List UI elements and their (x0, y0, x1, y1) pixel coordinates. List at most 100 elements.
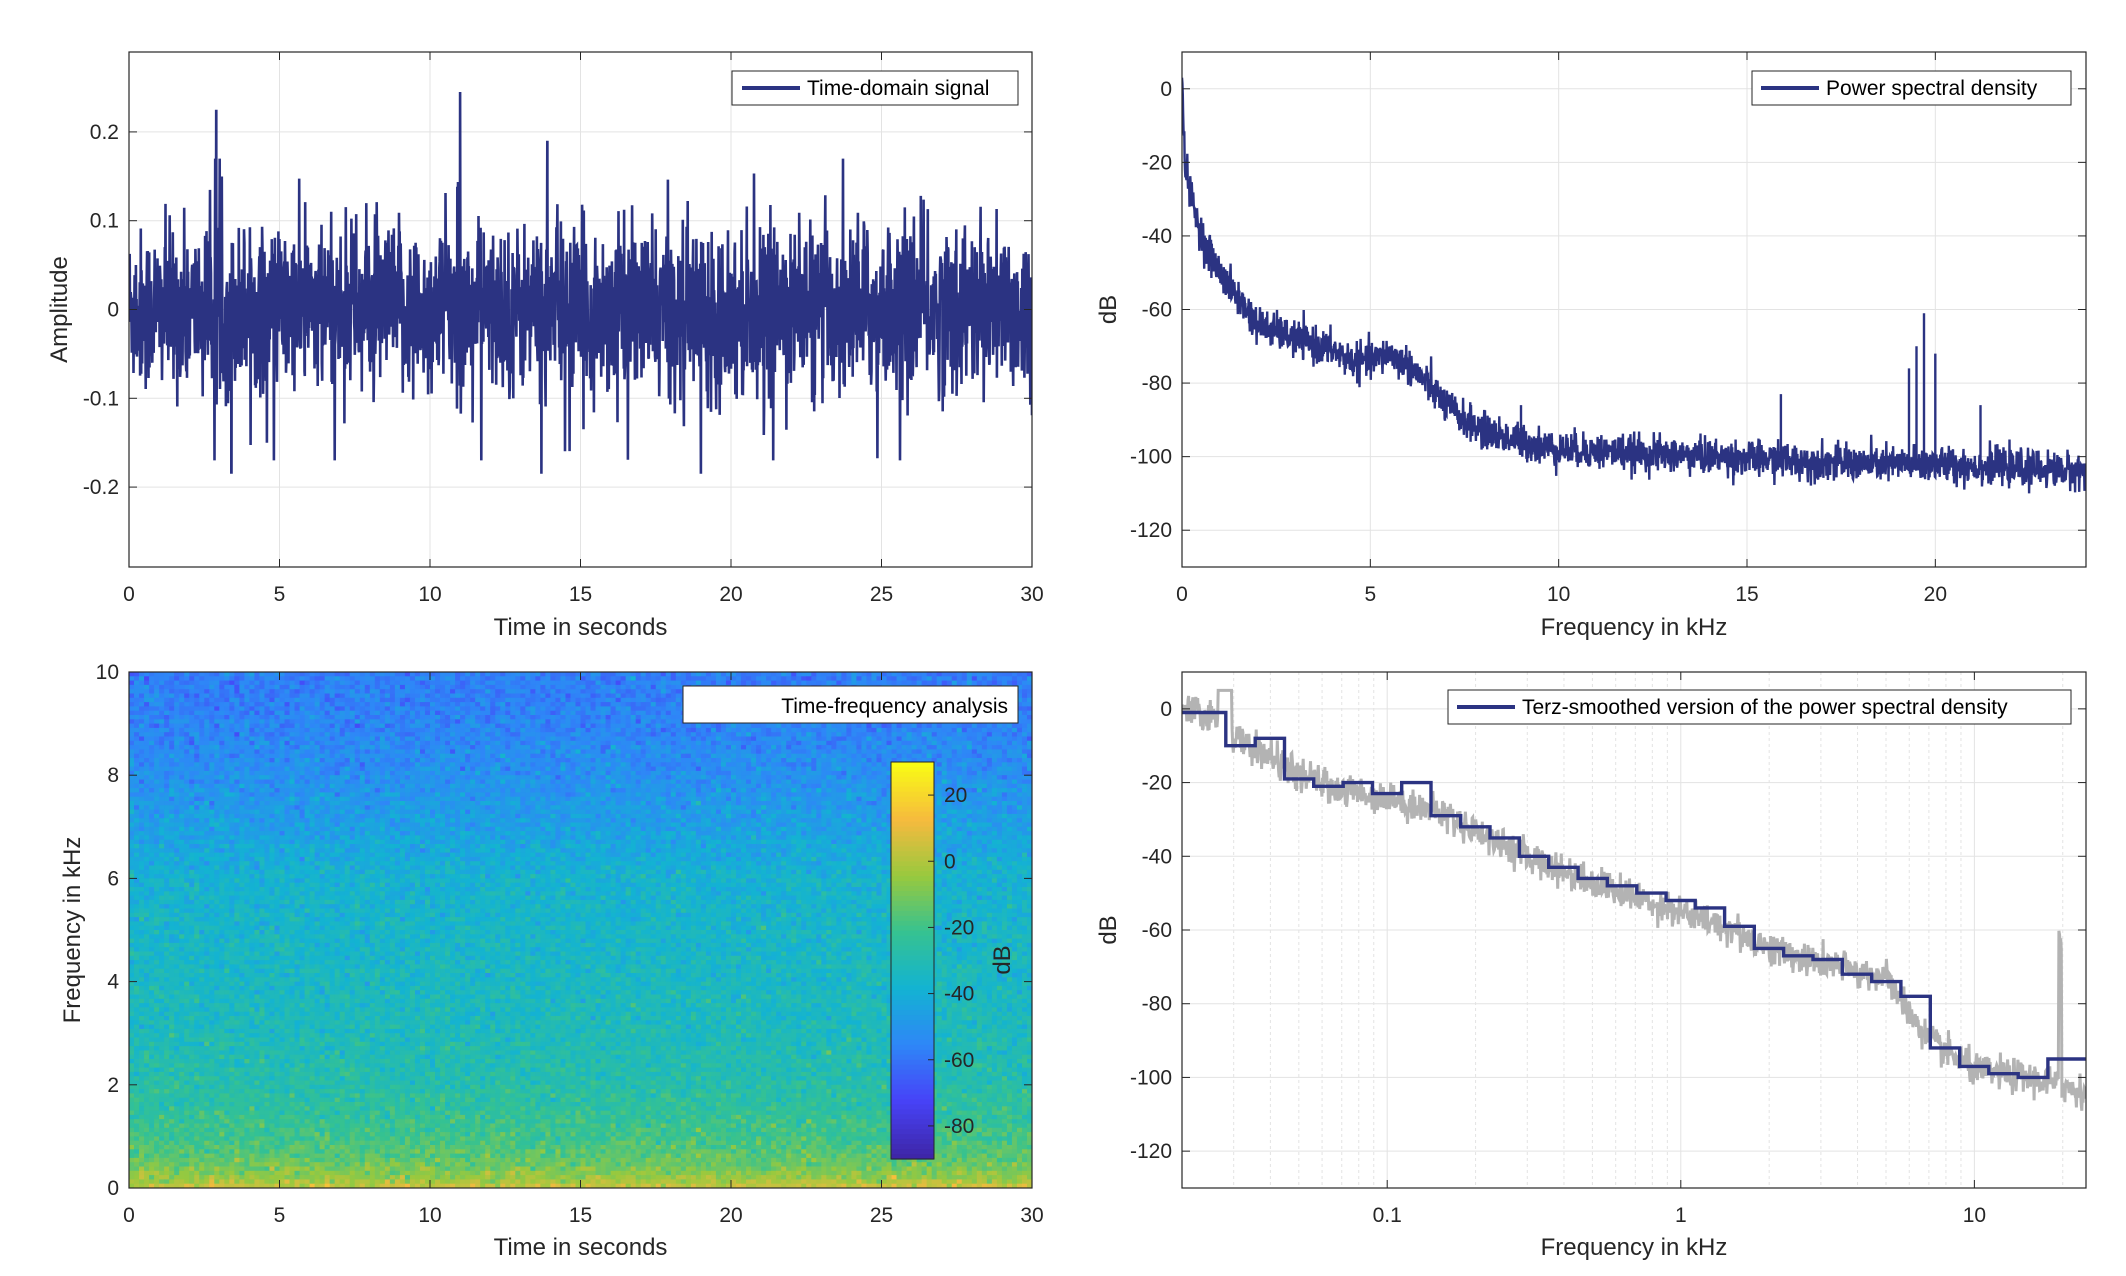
spectrogram-cell (595, 723, 602, 729)
spectrogram-cell (1021, 723, 1028, 729)
spectrogram-cell (470, 766, 476, 772)
spectrogram-cell (470, 676, 476, 682)
spectrogram-cell (460, 684, 466, 690)
spectrogram-cell (505, 783, 511, 789)
spectrogram-cell (189, 693, 195, 699)
spectrogram-cell (545, 766, 551, 772)
spectrogram-cell (460, 680, 466, 686)
spectrogram-cell (460, 762, 466, 768)
spectrogram-cell (414, 779, 421, 785)
spectrogram-cell (274, 676, 281, 682)
spectrogram-cell (595, 775, 602, 781)
spectrogram-cell (821, 770, 827, 776)
spectrogram-cell (520, 762, 526, 768)
spectrogram-cell (515, 672, 521, 677)
spectrogram-cell (595, 697, 602, 703)
spectrogram-cell (630, 775, 637, 781)
spectrogram-cell (630, 783, 637, 789)
spectrogram-cell (435, 745, 441, 750)
spectrogram-cell (169, 702, 175, 707)
spectrogram-cell (550, 766, 557, 772)
spectrogram-cell (891, 740, 898, 746)
spectrogram-cell (174, 770, 180, 776)
spectrogram-cell (159, 697, 165, 703)
spectrogram-cell (650, 719, 657, 725)
spectrogram-cell (1016, 710, 1023, 716)
spectrogram-cell (821, 753, 827, 759)
spectrogram-cell (134, 766, 140, 772)
spectrogram-cell (640, 749, 647, 755)
spectrogram-cell (941, 745, 948, 750)
spectrogram-cell (590, 783, 597, 789)
spectrogram-cell (264, 676, 271, 682)
spectrogram-cell (354, 676, 361, 682)
spectrogram-cell (159, 736, 165, 742)
spectrogram-cell (309, 758, 316, 763)
spectrogram-cell (304, 775, 311, 781)
spectrogram-cell (334, 732, 341, 738)
spectrogram-cell (134, 702, 140, 707)
spectrogram-cell (560, 779, 567, 785)
spectrogram-cell (741, 749, 747, 755)
spectrogram-cell (184, 732, 190, 738)
spectrogram-cell (194, 753, 200, 759)
spectrogram-cell (610, 684, 617, 690)
spectrogram-cell (154, 736, 160, 742)
spectrogram-cell (776, 758, 782, 763)
spectrogram-cell (510, 719, 516, 725)
spectrogram-cell (129, 736, 135, 742)
spectrogram-cell (926, 723, 933, 729)
spectrogram-cell (720, 758, 727, 763)
spectrogram-cell (500, 689, 506, 695)
spectrogram-cell (419, 676, 426, 682)
spectrogram-cell (475, 745, 481, 750)
spectrogram-cell (289, 758, 296, 763)
spectrogram-cell (926, 740, 933, 746)
spectrogram-cell (500, 783, 506, 789)
spectrogram-cell (530, 693, 536, 699)
spectrogram-cell (751, 766, 757, 772)
spectrogram-cell (921, 676, 928, 682)
spectrogram-cell (239, 723, 245, 729)
spectrogram-cell (349, 732, 356, 738)
spectrogram-cell (841, 758, 847, 763)
spectrogram-cell (916, 758, 923, 763)
spectrogram-cell (630, 762, 637, 768)
spectrogram-cell (264, 779, 271, 785)
spectrogram-cell (369, 680, 376, 686)
spectrogram-cell (184, 788, 190, 793)
spectrogram-cell (525, 770, 531, 776)
spectrogram-cell (304, 715, 311, 720)
spectrogram-cell (209, 715, 215, 720)
spectrogram-cell (455, 766, 461, 772)
spectrogram-cell (149, 693, 155, 699)
spectrogram-cell (234, 727, 240, 733)
spectrogram-cell (475, 702, 481, 707)
spectrogram-cell (751, 753, 757, 759)
spectrogram-cell (901, 753, 908, 759)
spectrogram-cell (169, 766, 175, 772)
spectrogram-cell (129, 689, 135, 695)
spectrogram-cell (595, 732, 602, 738)
spectrogram-cell (756, 758, 762, 763)
spectrogram-cell (234, 736, 240, 742)
spectrogram-cell (771, 749, 777, 755)
spectrogram-cell (279, 775, 286, 781)
spectrogram-cell (1026, 749, 1032, 755)
spectrogram-cell (174, 702, 180, 707)
spectrogram-cell (906, 745, 913, 750)
spectrogram-cell (515, 749, 521, 755)
spectrogram-cell (495, 723, 501, 729)
spectrogram-cell (229, 758, 235, 763)
spectrogram-cell (741, 783, 747, 789)
spectrogram-cell (359, 758, 366, 763)
spectrogram-cell (279, 693, 286, 699)
spectrogram-cell (349, 689, 356, 695)
spectrogram-cell (284, 749, 291, 755)
spectrogram-cell (229, 732, 235, 738)
spectrogram-cell (470, 693, 476, 699)
spectrogram-cell (199, 684, 205, 690)
spectrogram-cell (625, 736, 632, 742)
spectrogram-cell (404, 753, 411, 759)
spectrogram-cell (154, 788, 160, 793)
